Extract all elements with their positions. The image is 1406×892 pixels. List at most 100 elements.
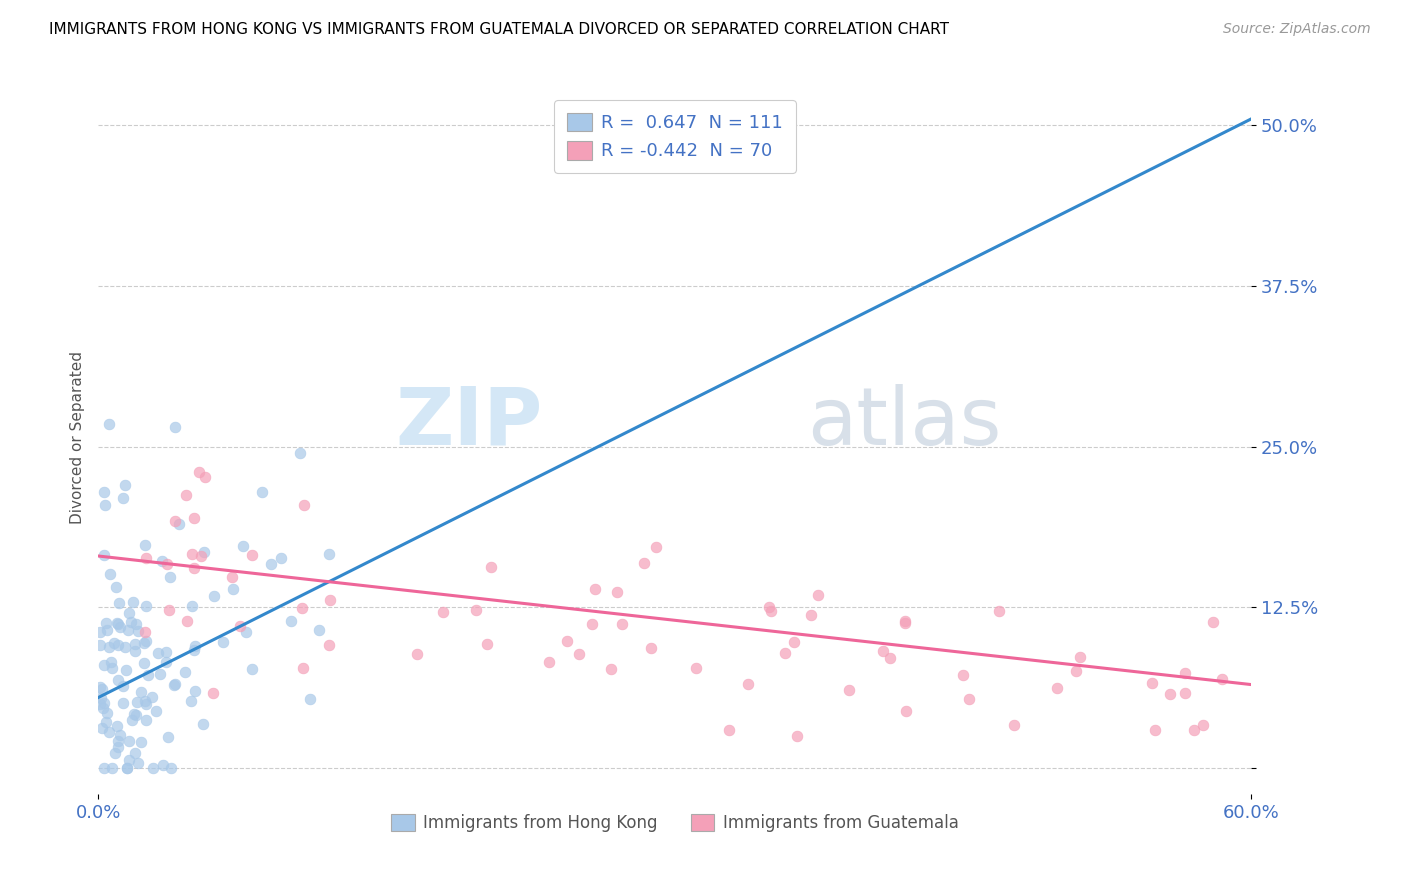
- Point: [174, 488, 197, 502]
- Point: [98, 417, 121, 431]
- Point: [94, 616, 117, 631]
- Point: [134, 538, 156, 552]
- Point: [118, 606, 141, 620]
- Point: [1182, 723, 1205, 737]
- Point: [163, 420, 186, 434]
- Point: [142, 761, 165, 775]
- Point: [872, 644, 894, 658]
- Point: [146, 646, 169, 660]
- Point: [107, 733, 129, 747]
- Point: [93, 697, 115, 711]
- Point: [129, 685, 152, 699]
- Y-axis label: Divorced or Separated: Divorced or Separated: [69, 351, 84, 524]
- Point: [135, 698, 157, 712]
- Point: [129, 735, 152, 749]
- Point: [194, 469, 217, 483]
- Point: [107, 596, 129, 610]
- Point: [235, 624, 257, 639]
- Point: [105, 719, 128, 733]
- Point: [212, 635, 235, 649]
- Point: [783, 634, 806, 648]
- Point: [93, 761, 115, 775]
- Legend: Immigrants from Hong Kong, Immigrants from Guatemala: Immigrants from Hong Kong, Immigrants fr…: [385, 807, 965, 839]
- Point: [150, 554, 173, 568]
- Text: atlas: atlas: [807, 384, 1002, 462]
- Point: [98, 640, 121, 654]
- Point: [879, 651, 901, 665]
- Point: [240, 549, 263, 563]
- Point: [167, 516, 190, 531]
- Point: [202, 686, 225, 700]
- Point: [537, 655, 560, 669]
- Point: [118, 754, 141, 768]
- Point: [124, 746, 146, 760]
- Point: [160, 761, 183, 775]
- Point: [957, 691, 980, 706]
- Point: [107, 617, 129, 632]
- Point: [89, 697, 111, 711]
- Point: [479, 559, 502, 574]
- Point: [222, 582, 245, 596]
- Point: [155, 645, 177, 659]
- Point: [988, 604, 1011, 618]
- Point: [952, 668, 974, 682]
- Point: [250, 485, 273, 500]
- Point: [184, 639, 207, 653]
- Point: [94, 714, 117, 729]
- Point: [120, 615, 142, 630]
- Point: [89, 680, 111, 694]
- Point: [91, 681, 114, 696]
- Point: [96, 706, 118, 720]
- Point: [135, 551, 157, 566]
- Point: [606, 585, 628, 599]
- Point: [718, 723, 741, 737]
- Point: [1174, 685, 1197, 699]
- Point: [111, 679, 134, 693]
- Point: [193, 545, 215, 559]
- Point: [145, 704, 167, 718]
- Point: [180, 694, 202, 708]
- Point: [156, 557, 179, 571]
- Point: [183, 561, 205, 575]
- Point: [157, 603, 180, 617]
- Point: [188, 465, 211, 479]
- Point: [127, 624, 149, 638]
- Point: [1064, 664, 1087, 678]
- Point: [231, 539, 254, 553]
- Point: [640, 640, 662, 655]
- Text: ZIP: ZIP: [395, 384, 543, 462]
- Point: [149, 667, 172, 681]
- Point: [152, 758, 174, 772]
- Point: [107, 740, 129, 755]
- Point: [97, 725, 120, 739]
- Point: [240, 662, 263, 676]
- Text: IMMIGRANTS FROM HONG KONG VS IMMIGRANTS FROM GUATEMALA DIVORCED OR SEPARATED COR: IMMIGRANTS FROM HONG KONG VS IMMIGRANTS …: [49, 22, 949, 37]
- Point: [555, 634, 578, 648]
- Point: [318, 592, 340, 607]
- Point: [1159, 686, 1181, 700]
- Point: [110, 620, 132, 634]
- Point: [165, 677, 187, 691]
- Point: [111, 696, 134, 710]
- Point: [136, 668, 159, 682]
- Point: [612, 617, 634, 632]
- Point: [90, 691, 112, 706]
- Point: [93, 548, 115, 562]
- Point: [477, 637, 499, 651]
- Point: [94, 498, 117, 512]
- Point: [101, 661, 124, 675]
- Point: [132, 656, 155, 670]
- Point: [465, 603, 488, 617]
- Point: [633, 557, 655, 571]
- Point: [103, 636, 125, 650]
- Point: [163, 678, 186, 692]
- Point: [260, 558, 283, 572]
- Point: [786, 729, 808, 743]
- Point: [107, 673, 129, 687]
- Point: [298, 692, 321, 706]
- Point: [135, 599, 157, 613]
- Point: [1202, 615, 1225, 629]
- Point: [122, 706, 145, 721]
- Point: [93, 484, 115, 499]
- Point: [114, 640, 136, 654]
